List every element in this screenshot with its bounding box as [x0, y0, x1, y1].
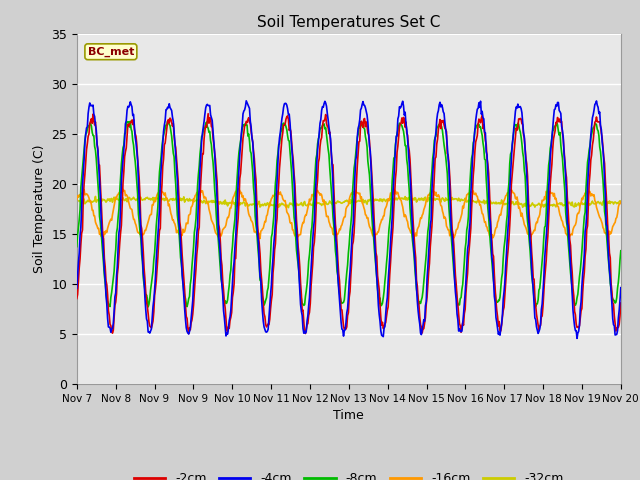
-4cm [73, 286, 81, 291]
-4cm [573, 336, 581, 341]
-32cm [532, 202, 540, 208]
-8cm [220, 297, 227, 303]
Line: -16cm: -16cm [77, 189, 621, 240]
-8cm [568, 277, 575, 283]
-32cm [285, 205, 292, 211]
-4cm [218, 282, 226, 288]
-16cm [161, 190, 169, 196]
-16cm [73, 197, 81, 203]
-16cm [532, 222, 540, 228]
-16cm [617, 199, 625, 205]
-4cm [532, 317, 540, 323]
-4cm [88, 103, 96, 109]
-8cm [617, 248, 625, 253]
-32cm [88, 199, 96, 205]
-4cm [243, 98, 250, 104]
-32cm [252, 201, 259, 207]
-32cm [162, 197, 170, 203]
-2cm [73, 296, 81, 301]
-8cm [532, 301, 540, 307]
-16cm [88, 207, 96, 213]
Line: -8cm: -8cm [77, 121, 621, 307]
-16cm [252, 228, 259, 234]
Title: Soil Temperatures Set C: Soil Temperatures Set C [257, 15, 440, 30]
X-axis label: Time: Time [333, 409, 364, 422]
-32cm [73, 201, 81, 206]
-2cm [568, 259, 575, 265]
-8cm [88, 130, 96, 135]
Y-axis label: Soil Temperature (C): Soil Temperature (C) [33, 144, 45, 273]
Legend: -2cm, -4cm, -8cm, -16cm, -32cm: -2cm, -4cm, -8cm, -16cm, -32cm [129, 467, 568, 480]
-2cm [204, 111, 212, 117]
Text: BC_met: BC_met [88, 47, 134, 57]
-2cm [185, 331, 193, 336]
Line: -4cm: -4cm [77, 101, 621, 338]
-16cm [218, 230, 226, 236]
-2cm [617, 300, 625, 306]
-2cm [161, 140, 169, 146]
-16cm [234, 186, 242, 192]
Line: -2cm: -2cm [77, 114, 621, 334]
-4cm [252, 182, 259, 188]
-32cm [617, 199, 625, 204]
-8cm [162, 122, 170, 128]
-32cm [92, 193, 99, 199]
-32cm [219, 201, 227, 206]
Line: -32cm: -32cm [77, 196, 621, 208]
-16cm [566, 232, 574, 238]
-32cm [568, 203, 575, 208]
-2cm [220, 288, 227, 293]
-2cm [88, 120, 96, 126]
-8cm [252, 222, 260, 228]
-8cm [164, 118, 172, 124]
-4cm [161, 118, 169, 123]
-16cm [604, 238, 612, 243]
-2cm [252, 177, 260, 182]
-2cm [532, 312, 540, 317]
-8cm [73, 244, 81, 250]
-4cm [566, 262, 574, 267]
-8cm [144, 304, 152, 310]
-4cm [617, 285, 625, 290]
